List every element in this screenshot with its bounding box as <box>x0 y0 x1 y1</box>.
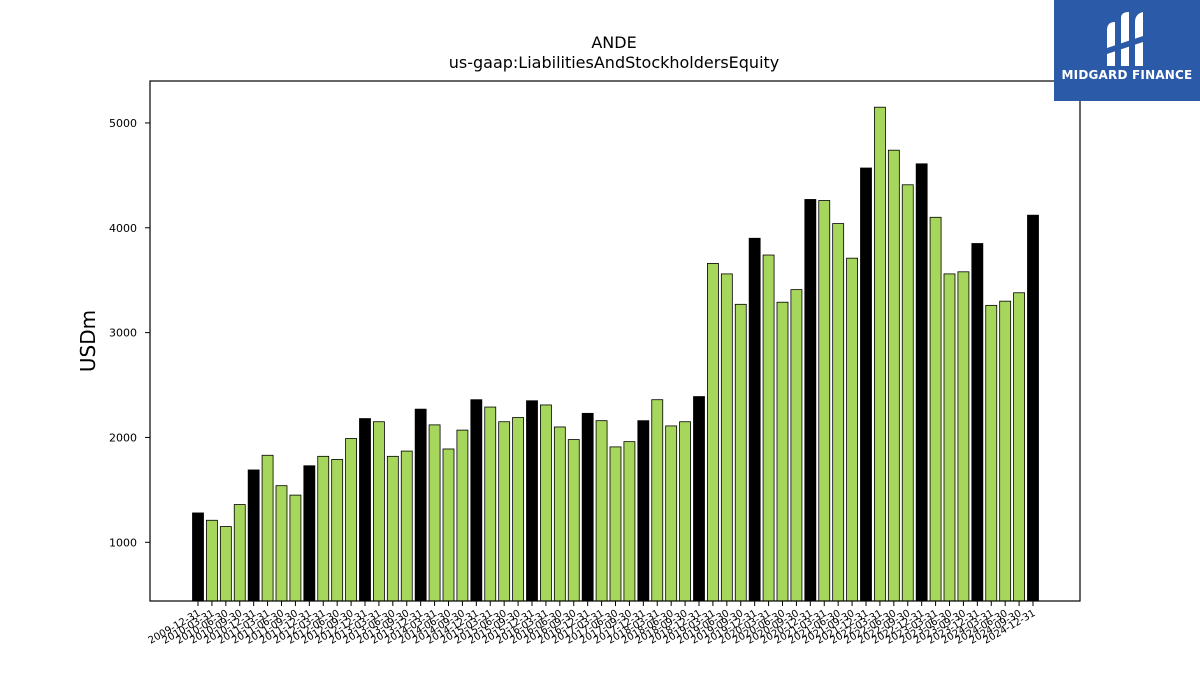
bar-2019-12-31 <box>748 237 761 602</box>
y-tick-label: 4000 <box>109 222 137 235</box>
bar-2018-09-30 <box>679 421 691 602</box>
bar-2022-12-31 <box>915 163 928 602</box>
bar-2018-03-31 <box>651 399 664 602</box>
bar-2020-12-31 <box>804 199 817 602</box>
bar-2020-03-31 <box>762 254 775 602</box>
bar-2010-06-30 <box>219 526 232 602</box>
midgard-logo-icon <box>1107 12 1143 66</box>
y-tick-label: 5000 <box>109 117 137 130</box>
bar-2011-03-31 <box>261 454 274 602</box>
bar-2023-03-31 <box>929 216 942 602</box>
bar-2017-06-30 <box>609 446 622 602</box>
bar-2013-03-31 <box>373 421 385 602</box>
bar-2021-12-31 <box>860 167 872 602</box>
bar-2011-12-31 <box>303 465 316 602</box>
bar-2011-09-30 <box>289 494 302 602</box>
x-axis: 2009-12-312010-03-312010-06-302010-09-30… <box>147 601 1038 647</box>
bars-group <box>192 106 1039 602</box>
bar-2015-06-30 <box>498 421 511 602</box>
bar-2015-12-31 <box>526 400 538 602</box>
bar-2022-06-30 <box>887 149 900 602</box>
bar-2009-12-31 <box>192 512 204 602</box>
bar-2016-06-30 <box>553 426 566 602</box>
y-axis-label: USDm <box>76 310 100 372</box>
bar-2021-06-30 <box>832 223 845 602</box>
bar-2024-12-31 <box>1027 214 1039 602</box>
bar-2022-03-31 <box>874 106 886 602</box>
bar-2014-12-31 <box>470 399 483 602</box>
brand-logo: MIDGARD FINANCE <box>1054 0 1200 101</box>
bar-2014-03-31 <box>428 424 441 602</box>
bar-2013-09-30 <box>400 450 413 602</box>
bar-2014-06-30 <box>442 448 455 602</box>
bar-2016-09-30 <box>567 439 580 602</box>
y-tick-label: 2000 <box>109 431 137 444</box>
bar-2019-06-30 <box>720 273 733 602</box>
bar-2020-09-30 <box>790 289 803 602</box>
bar-2023-12-31 <box>971 243 984 602</box>
bar-2023-06-30 <box>943 273 956 602</box>
chart-title: ANDE <box>591 33 637 52</box>
bar-2016-12-31 <box>581 412 594 602</box>
bar-2021-09-30 <box>846 257 858 602</box>
bar-2010-09-30 <box>233 504 246 602</box>
bar-2022-09-30 <box>901 184 914 602</box>
bar-2017-09-30 <box>623 441 636 602</box>
bar-2024-09-30 <box>1013 292 1025 602</box>
bar-2011-06-30 <box>275 485 288 602</box>
bar-2019-03-31 <box>707 263 719 602</box>
bar-2012-06-30 <box>331 459 344 602</box>
bar-2016-03-31 <box>540 404 552 602</box>
bar-2015-03-31 <box>484 406 497 602</box>
bar-2017-12-31 <box>637 420 650 602</box>
chart-subtitle: us-gaap:LiabilitiesAndStockholdersEquity <box>448 53 780 72</box>
bar-2015-09-30 <box>512 417 524 602</box>
y-axis: 1000 2000 3000 4000 5000 <box>109 117 150 549</box>
bar-2019-09-30 <box>734 303 747 602</box>
bar-2020-06-30 <box>776 301 789 602</box>
bar-2014-09-30 <box>456 429 469 602</box>
bar-2021-03-31 <box>818 200 831 602</box>
brand-name: MIDGARD FINANCE <box>1061 68 1193 82</box>
bar-2024-03-31 <box>985 304 998 602</box>
y-tick-label: 1000 <box>109 536 137 549</box>
bar-2010-12-31 <box>247 469 260 602</box>
bar-2013-06-30 <box>386 455 399 602</box>
bar-2023-09-30 <box>957 271 970 602</box>
bar-2012-09-30 <box>345 438 357 602</box>
bar-2017-03-31 <box>595 420 608 602</box>
bar-2013-12-31 <box>414 408 427 602</box>
bar-2024-06-30 <box>999 300 1012 602</box>
bar-2012-03-31 <box>317 455 330 602</box>
bar-2018-06-30 <box>665 425 678 602</box>
bar-2018-12-31 <box>693 396 705 602</box>
bar-2010-03-31 <box>206 519 218 602</box>
bar-2012-12-31 <box>359 418 371 602</box>
y-tick-label: 3000 <box>109 327 137 340</box>
